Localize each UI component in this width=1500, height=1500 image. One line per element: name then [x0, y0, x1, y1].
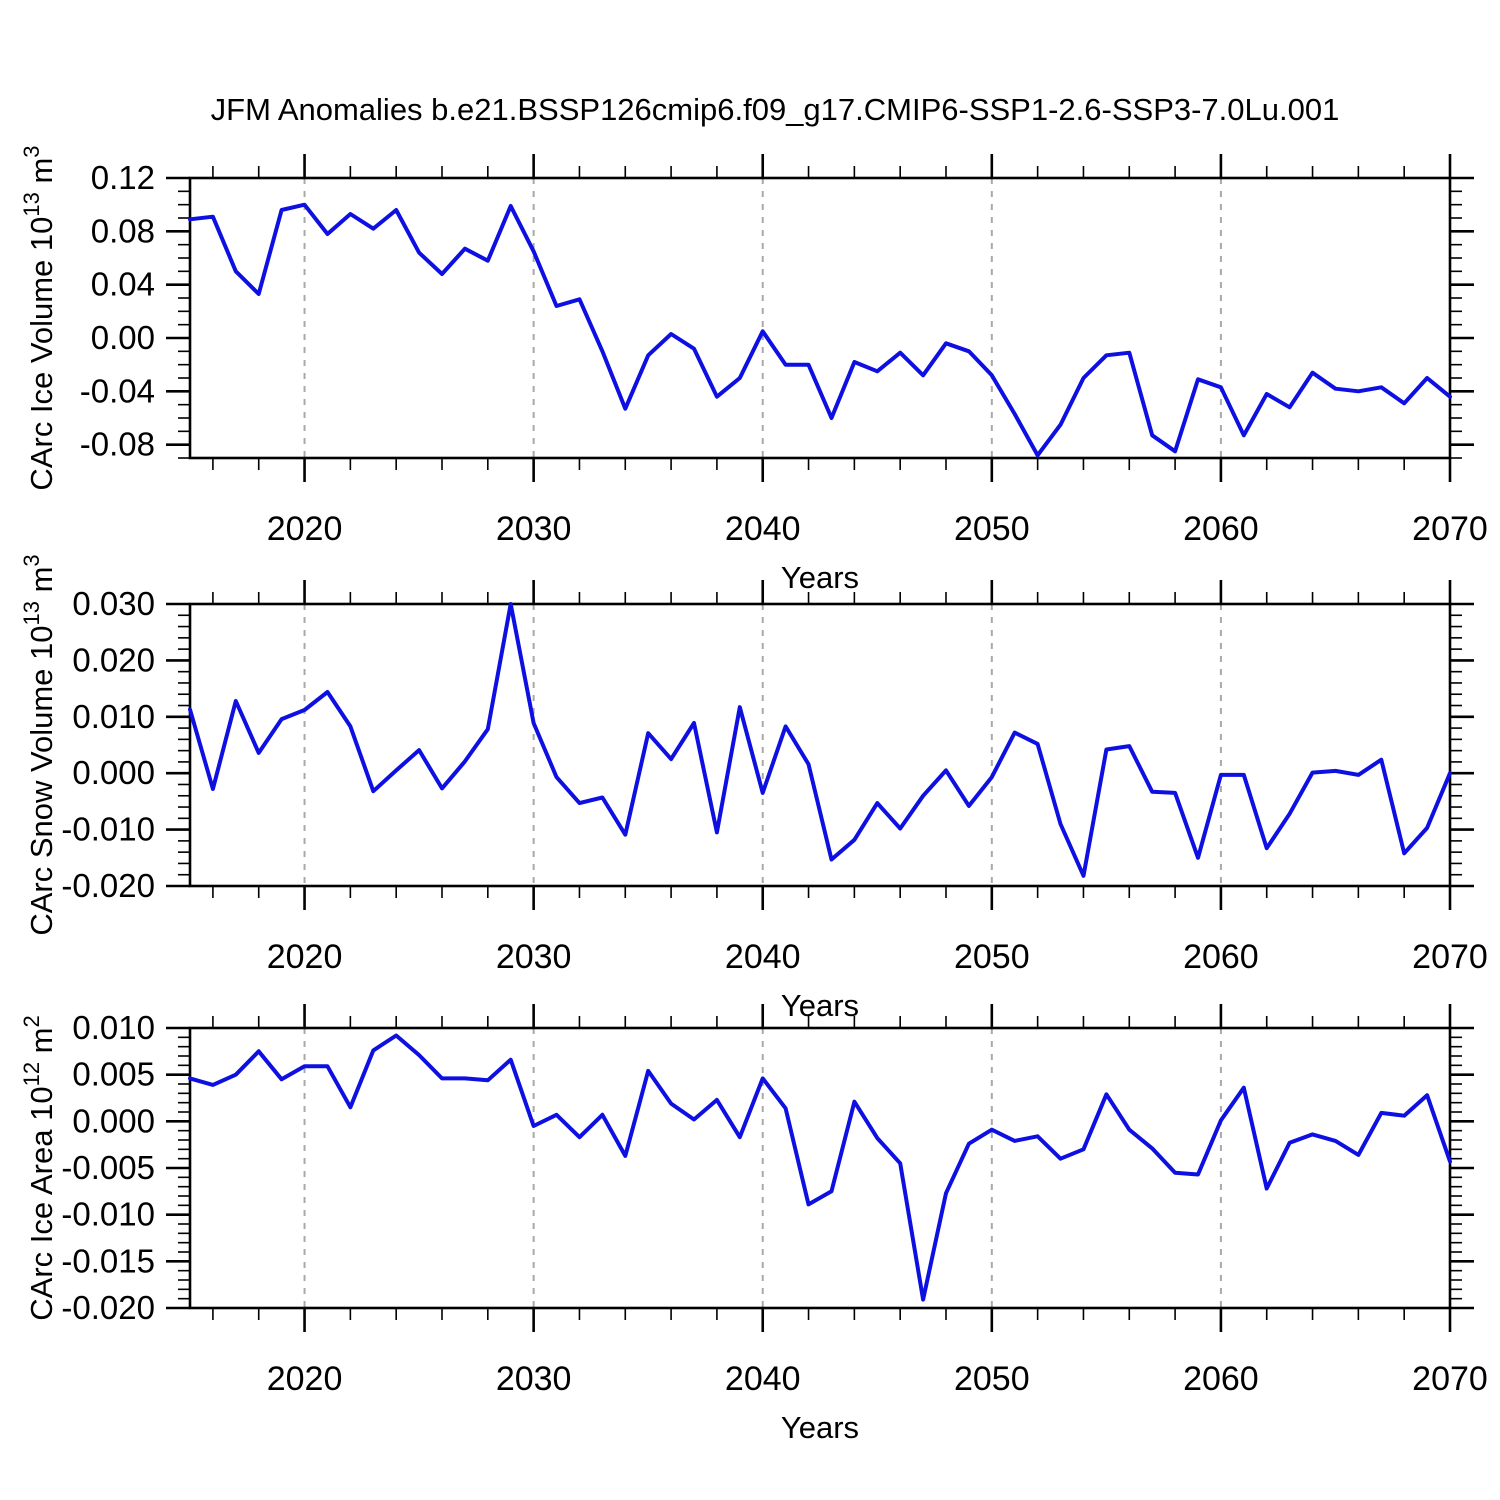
x-axis-title: Years [781, 1410, 859, 1445]
y-tick-label: 0.005 [72, 1056, 155, 1093]
panel-ice-area: 0.010 0.005 0.000 -0.005 -0.010 -0.015 -0.020 2… [19, 1004, 1488, 1445]
panel-snow-volume: 0.030 0.020 0.010 0.000 -0.010 -0.020 2020 2030… [19, 554, 1488, 1023]
y-axis-title: CArc Ice Area 1012 m2 [19, 1015, 59, 1321]
x-tick-label: 2020 [267, 938, 343, 976]
y-axis-title: CArc Snow Volume 1013 m3 [19, 554, 59, 935]
panel-ice-volume: 0.12 0.08 0.04 0.00 -0.04 -0.08 2020 2030 2040 20… [19, 145, 1488, 595]
x-tick-label: 2030 [496, 1360, 572, 1398]
y-tick-label: -0.020 [61, 1289, 155, 1326]
x-tick-label: 2040 [725, 510, 801, 548]
x-tick-label: 2070 [1412, 1360, 1488, 1398]
x-tick-label: 2060 [1183, 1360, 1259, 1398]
y-tick-label: 0.00 [91, 319, 155, 356]
y-tick-label: -0.010 [61, 811, 155, 848]
y-tick-label: -0.015 [61, 1242, 155, 1279]
x-tick-label: 2020 [267, 510, 343, 548]
data-line-ice-area [188, 1033, 1452, 1302]
x-tick-label: 2040 [725, 938, 801, 976]
y-tick-label: 0.000 [72, 754, 155, 791]
x-tick-label: 2030 [496, 938, 572, 976]
y-tick-label: 0.020 [72, 641, 155, 678]
x-tick-label: 2050 [954, 1360, 1030, 1398]
x-tick-label: 2040 [725, 1360, 801, 1398]
y-tick-label: 0.12 [91, 159, 155, 196]
y-tick-label: 0.000 [72, 1102, 155, 1139]
y-tick-label: 0.010 [72, 698, 155, 735]
x-axis-title: Years [781, 560, 859, 595]
y-tick-label: -0.020 [61, 867, 155, 904]
panels-group: 0.12 0.08 0.04 0.00 -0.04 -0.08 2020 2030 2040 20… [19, 145, 1488, 1445]
y-tick-label: -0.010 [61, 1196, 155, 1233]
x-tick-label: 2030 [496, 510, 572, 548]
x-tick-label: 2070 [1412, 938, 1488, 976]
x-tick-label: 2060 [1183, 938, 1259, 976]
y-tick-label: 0.08 [91, 212, 155, 249]
y-tick-label: 0.04 [91, 266, 155, 303]
x-axis-title: Years [781, 988, 859, 1023]
plot-frame [188, 602, 1452, 888]
x-tick-label: 2060 [1183, 510, 1259, 548]
data-line-snow-volume [188, 602, 1452, 878]
x-tick-label: 2050 [954, 938, 1030, 976]
figure-title: JFM Anomalies b.e21.BSSP126cmip6.f09_g17… [211, 92, 1340, 127]
x-tick-label: 2020 [267, 1360, 343, 1398]
y-tick-label: 0.010 [72, 1009, 155, 1046]
x-tick-label: 2070 [1412, 510, 1488, 548]
y-tick-label: 0.030 [72, 585, 155, 622]
plot-frame [188, 176, 1452, 460]
x-tick-label: 2050 [954, 510, 1030, 548]
y-tick-label: -0.005 [61, 1149, 155, 1186]
y-axis-title: CArc Ice Volume 1013 m3 [19, 145, 59, 490]
y-tick-label: -0.04 [80, 372, 155, 409]
y-tick-label: -0.08 [80, 426, 155, 463]
data-line-ice-volume [188, 202, 1452, 458]
